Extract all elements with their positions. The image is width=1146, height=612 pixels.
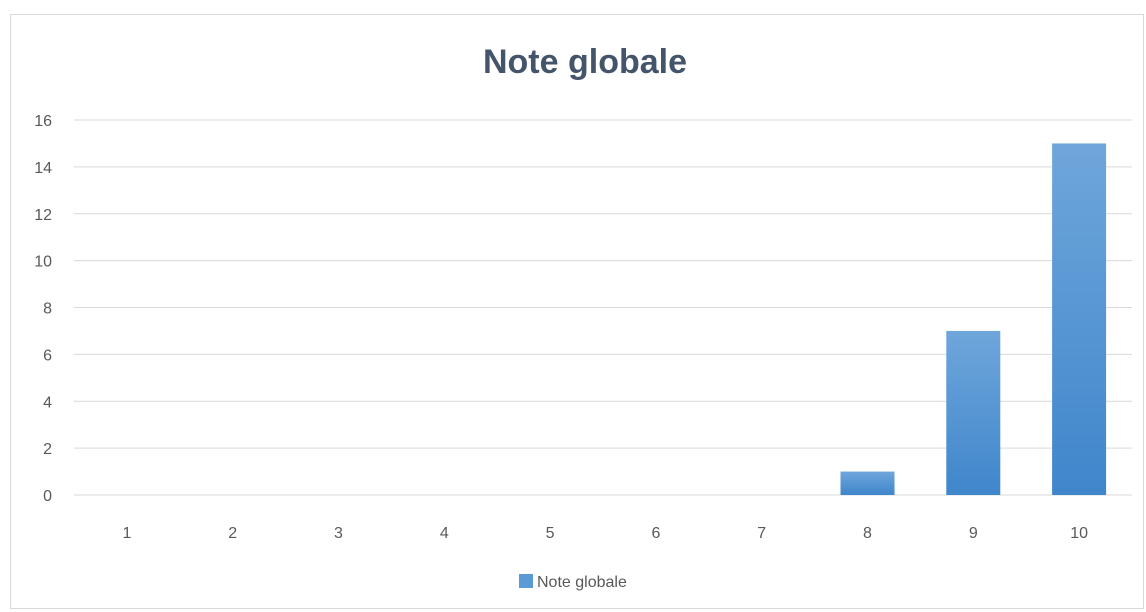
y-tick-label: 10 bbox=[34, 254, 52, 271]
y-tick-label: 14 bbox=[34, 160, 52, 177]
chart-title: Note globale bbox=[483, 43, 687, 81]
x-tick-label: 10 bbox=[1070, 525, 1088, 542]
x-tick-label: 9 bbox=[969, 525, 978, 542]
legend-swatch bbox=[519, 574, 533, 588]
x-tick-label: 3 bbox=[334, 525, 343, 542]
x-tick-label: 4 bbox=[440, 525, 449, 542]
y-tick-label: 4 bbox=[43, 394, 52, 411]
bar bbox=[1052, 143, 1107, 495]
x-tick-label: 5 bbox=[546, 525, 555, 542]
y-tick-label: 0 bbox=[43, 488, 52, 505]
x-tick-label: 8 bbox=[863, 525, 872, 542]
bar bbox=[946, 330, 1001, 495]
x-tick-label: 7 bbox=[757, 525, 766, 542]
y-tick-label: 8 bbox=[43, 301, 52, 318]
bars bbox=[840, 143, 1107, 495]
y-axis-ticks: 0 2 4 6 8 10 12 14 16 bbox=[34, 113, 52, 505]
chart-frame bbox=[10, 14, 1144, 609]
y-tick-label: 6 bbox=[43, 347, 52, 364]
bar bbox=[840, 471, 895, 495]
y-tick-label: 12 bbox=[34, 207, 52, 224]
x-tick-label: 6 bbox=[651, 525, 660, 542]
x-tick-label: 2 bbox=[228, 525, 237, 542]
legend: Note globale bbox=[519, 574, 627, 591]
y-tick-label: 2 bbox=[43, 441, 52, 458]
legend-label: Note globale bbox=[537, 574, 627, 591]
x-tick-label: 1 bbox=[122, 525, 131, 542]
x-axis-ticks: 1 2 3 4 5 6 7 8 9 10 bbox=[122, 525, 1088, 542]
y-tick-label: 16 bbox=[34, 113, 52, 130]
